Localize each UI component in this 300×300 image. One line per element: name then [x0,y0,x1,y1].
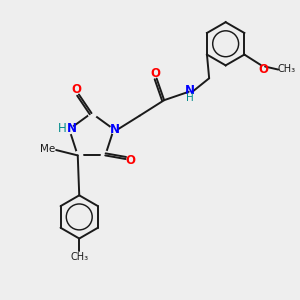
Text: O: O [259,63,269,76]
Text: N: N [67,122,76,135]
Text: N: N [110,123,120,136]
Text: H: H [186,93,194,103]
Text: N: N [185,84,195,97]
Text: H: H [58,122,67,135]
Text: O: O [71,83,82,96]
Text: CH₃: CH₃ [278,64,296,74]
Text: O: O [150,67,160,80]
Text: Me: Me [40,144,56,154]
Text: O: O [125,154,135,167]
Text: CH₃: CH₃ [70,251,88,262]
